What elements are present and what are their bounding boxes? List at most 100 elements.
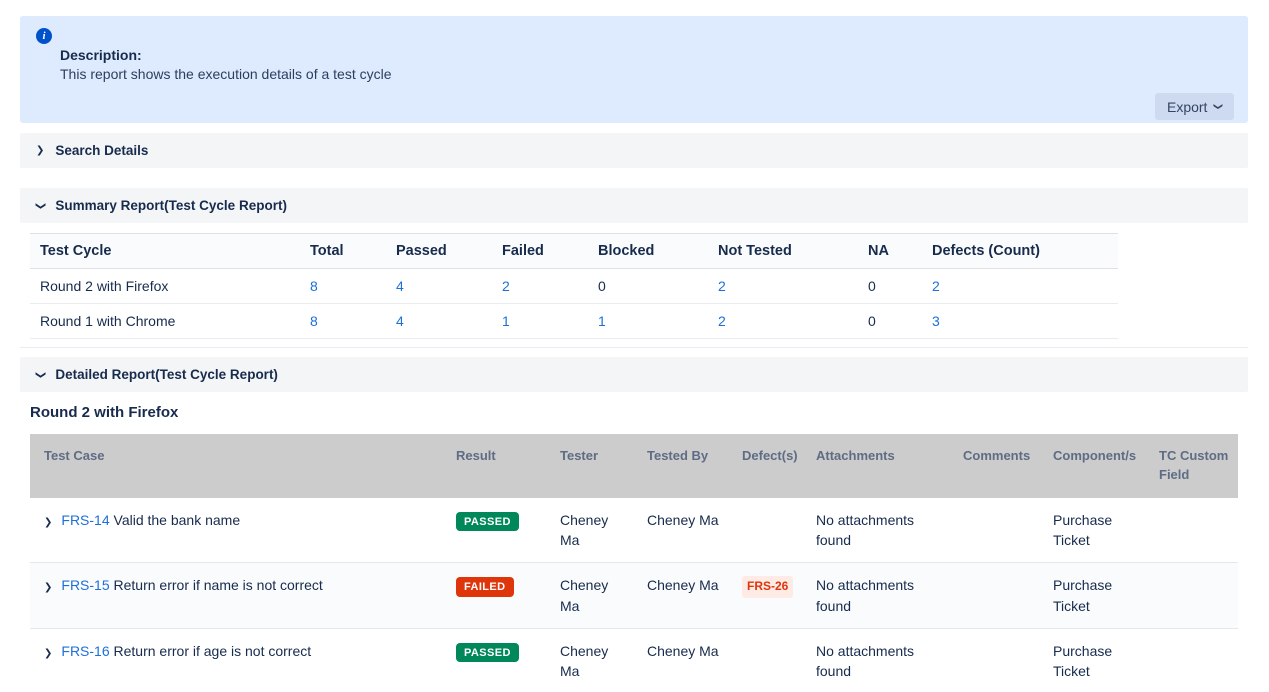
tester-cell: Cheney Ma: [552, 628, 639, 692]
section-detailed-report[interactable]: ❯ Detailed Report(Test Cycle Report): [20, 357, 1248, 392]
summary-column-header: Failed: [492, 233, 588, 269]
defects-cell: FRS-26: [734, 562, 808, 629]
summary-count-value: 0: [598, 278, 606, 294]
test-case-cell: ❯ FRS-14 Valid the bank name: [30, 497, 448, 564]
summary-column-header: Defects (Count): [922, 233, 1118, 269]
tested-by-cell: Cheney Ma: [639, 562, 734, 629]
banner-text: Description: This report shows the execu…: [60, 47, 1234, 82]
detail-column-header: TC Custom Field: [1151, 434, 1238, 498]
banner-actions: Export ❯: [36, 93, 1234, 121]
detail-column-header: Attachments: [808, 434, 955, 498]
result-badge: FAILED: [456, 577, 514, 597]
result-badge: PASSED: [456, 511, 519, 531]
detail-column-header: Test Case: [30, 434, 448, 498]
tested-by-cell: Cheney Ma: [639, 628, 734, 692]
test-case-row: ❯ FRS-16 Return error if age is not corre…: [30, 628, 1238, 692]
section-search-details-label: Search Details: [55, 143, 149, 158]
result-badge: PASSED: [456, 642, 519, 663]
summary-column-header: Total: [300, 233, 386, 269]
summary-cycle-name: Round 1 with Chrome: [30, 303, 300, 339]
tested-by-cell: Cheney Ma: [639, 497, 734, 564]
chevron-down-icon: ❯: [1213, 102, 1224, 111]
section-detailed-report-label: Detailed Report(Test Cycle Report): [55, 367, 278, 382]
summary-count-cell: 0: [588, 268, 708, 304]
tc-custom-field-cell: [1151, 628, 1238, 692]
detailed-table: Test Case Result Tester Tested By Defect(s) A…: [30, 434, 1238, 692]
comments-cell: [955, 497, 1045, 564]
summary-column-header: Passed: [386, 233, 492, 269]
summary-count-cell: 0: [858, 268, 922, 304]
result-cell: FAILED: [448, 562, 552, 629]
defects-cell: [734, 497, 808, 564]
attachments-cell: No attachments found: [808, 497, 955, 564]
export-button-label: Export: [1166, 98, 1208, 115]
comments-cell: [955, 562, 1045, 629]
detail-column-header: Result: [448, 434, 552, 498]
export-button[interactable]: Export ❯: [1154, 93, 1234, 120]
summary-count-link[interactable]: 1: [502, 313, 510, 329]
summary-count-link[interactable]: 8: [310, 313, 318, 329]
summary-count-link[interactable]: 8: [310, 278, 318, 294]
components-cell: Purchase Ticket: [1045, 562, 1151, 629]
test-case-cell: ❯ FRS-16 Return error if age is not corre…: [30, 628, 448, 692]
chevron-down-icon: ❯: [35, 370, 47, 379]
summary-count-cell: 2: [708, 268, 858, 304]
detail-column-header: Tester: [552, 434, 639, 498]
comments-cell: [955, 628, 1045, 692]
defects-cell: [734, 628, 808, 692]
summary-count-cell: 2: [922, 268, 1118, 304]
summary-count-cell: 4: [386, 303, 492, 339]
summary-header-row: Test Cycle Total Passed Failed Blocked Not Te…: [30, 233, 1118, 269]
summary-column-header: Not Tested: [708, 233, 858, 269]
defect-link[interactable]: FRS-26: [742, 576, 794, 598]
test-case-cell: ❯ FRS-15 Return error if name is not corr…: [30, 562, 448, 629]
summary-count-link[interactable]: 1: [598, 313, 606, 329]
summary-count-link[interactable]: 2: [502, 278, 510, 294]
expand-chevron-icon[interactable]: ❯: [44, 516, 53, 528]
detail-header-row: Test Case Result Tester Tested By Defect(s) A…: [30, 434, 1238, 498]
banner-description: This report shows the execution details …: [60, 66, 392, 82]
summary-count-cell: 8: [300, 268, 386, 304]
summary-count-cell: 1: [588, 303, 708, 339]
chevron-right-icon: ❯: [36, 144, 45, 156]
summary-count-value: 0: [868, 313, 876, 329]
summary-count-cell: 1: [492, 303, 588, 339]
attachments-cell: No attachments found: [808, 628, 955, 692]
detail-column-header: Component/s: [1045, 434, 1151, 498]
section-divider: [20, 347, 1248, 348]
summary-cycle-name: Round 2 with Firefox: [30, 268, 300, 304]
description-banner: i Description: This report shows the exe…: [20, 16, 1248, 123]
expand-chevron-icon[interactable]: ❯: [44, 582, 53, 594]
summary-table: Test Cycle Total Passed Failed Blocked Not Te…: [30, 233, 1118, 339]
banner-title: Description:: [60, 47, 142, 63]
summary-count-link[interactable]: 4: [396, 313, 404, 329]
test-case-link[interactable]: FRS-14: [61, 511, 110, 528]
test-case-title: Return error if name is not correct: [109, 577, 323, 594]
summary-column-header: Test Cycle: [30, 233, 300, 269]
test-case-link[interactable]: FRS-15: [61, 577, 110, 594]
detail-column-header: Defect(s): [734, 434, 808, 498]
section-search-details[interactable]: ❯ Search Details: [20, 133, 1248, 168]
tester-cell: Cheney Ma: [552, 497, 639, 564]
attachments-cell: No attachments found: [808, 562, 955, 629]
result-cell: PASSED: [448, 628, 552, 692]
components-cell: Purchase Ticket: [1045, 497, 1151, 564]
test-case-link[interactable]: FRS-16: [61, 642, 110, 659]
summary-count-link[interactable]: 4: [396, 278, 404, 294]
summary-count-link[interactable]: 3: [932, 313, 940, 329]
summary-count-cell: 2: [708, 303, 858, 339]
tc-custom-field-cell: [1151, 497, 1238, 564]
section-summary-report[interactable]: ❯ Summary Report(Test Cycle Report): [20, 188, 1248, 223]
summary-row: Round 1 with Chrome 8 4 1 1 2 0 3: [30, 303, 1118, 339]
components-cell: Purchase Ticket: [1045, 628, 1151, 692]
summary-count-cell: 4: [386, 268, 492, 304]
detail-column-header: Tested By: [639, 434, 734, 498]
chevron-down-icon: ❯: [35, 201, 47, 210]
tester-cell: Cheney Ma: [552, 562, 639, 629]
summary-column-header: Blocked: [588, 233, 708, 269]
cycle-heading: Round 2 with Firefox: [30, 404, 179, 421]
summary-count-link[interactable]: 2: [932, 278, 940, 294]
summary-count-link[interactable]: 2: [718, 313, 726, 329]
expand-chevron-icon[interactable]: ❯: [44, 647, 53, 659]
summary-count-link[interactable]: 2: [718, 278, 726, 294]
